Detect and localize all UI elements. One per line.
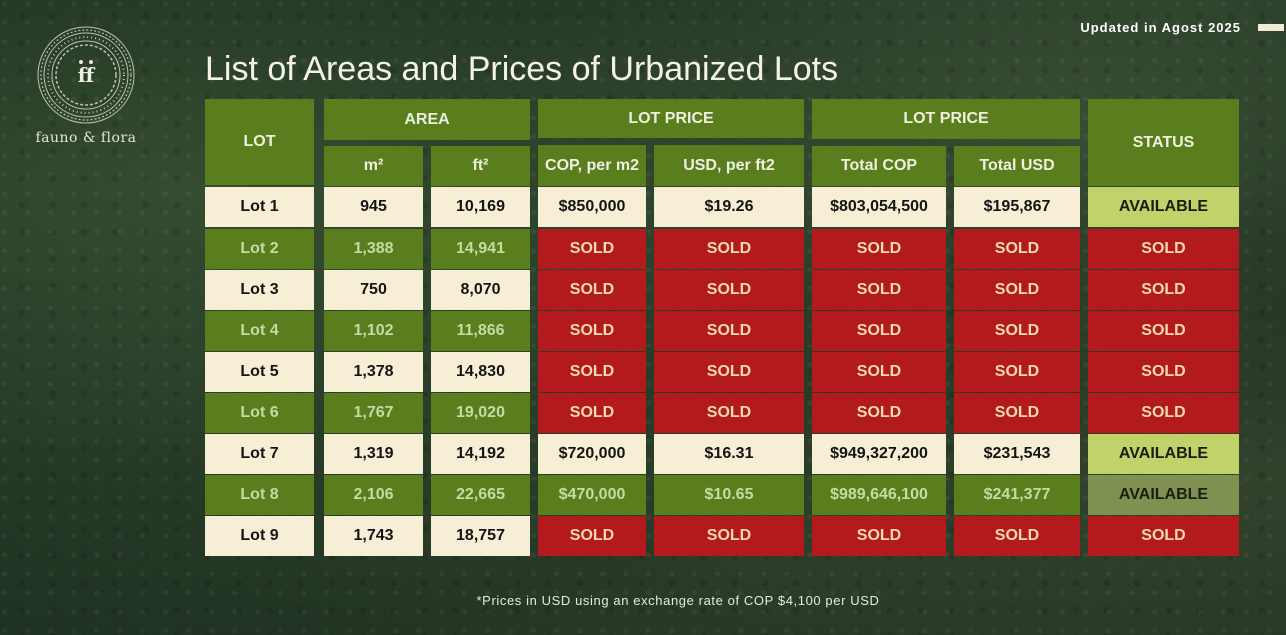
header-lot-price-total: LOT PRICE	[812, 99, 1080, 139]
cell-m2: 1,743	[324, 516, 423, 556]
cell-cop-m2: $850,000	[538, 187, 646, 227]
cell-total-usd: $231,543	[954, 434, 1080, 474]
footnote: *Prices in USD using an exchange rate of…	[476, 593, 880, 608]
cell-total-cop: SOLD	[812, 352, 946, 392]
cell-total-cop: SOLD	[812, 516, 946, 556]
cell-total-usd: SOLD	[954, 352, 1080, 392]
cell-total-usd: SOLD	[954, 516, 1080, 556]
header-total-usd: Total USD	[954, 146, 1080, 186]
cell-total-usd: $241,377	[954, 475, 1080, 515]
cell-cop-m2: SOLD	[538, 352, 646, 392]
header-area: AREA	[324, 99, 530, 140]
cell-lot: Lot 6	[205, 393, 314, 433]
cell-m2: 750	[324, 270, 423, 310]
cell-m2: 2,106	[324, 475, 423, 515]
cell-lot: Lot 5	[205, 352, 314, 392]
cell-status: AVAILABLE	[1088, 187, 1239, 227]
cell-usd-ft2: SOLD	[654, 270, 804, 310]
cell-cop-m2: SOLD	[538, 516, 646, 556]
cell-usd-ft2: SOLD	[654, 311, 804, 351]
cell-total-cop: SOLD	[812, 311, 946, 351]
header-m2: m²	[324, 146, 423, 186]
cell-status: SOLD	[1088, 393, 1239, 433]
cell-cop-m2: SOLD	[538, 229, 646, 269]
header-ft2: ft²	[431, 146, 530, 186]
cell-ft2: 11,866	[431, 311, 530, 351]
decorative-bar	[1258, 24, 1284, 31]
cell-m2: 1,388	[324, 229, 423, 269]
cell-cop-m2: $470,000	[538, 475, 646, 515]
cell-ft2: 14,192	[431, 434, 530, 474]
cell-ft2: 14,830	[431, 352, 530, 392]
brand-logo: ff fauno & flora	[30, 22, 142, 146]
cell-usd-ft2: $10.65	[654, 475, 804, 515]
cell-lot: Lot 4	[205, 311, 314, 351]
cell-total-cop: $803,054,500	[812, 187, 946, 227]
header-status: STATUS	[1088, 99, 1239, 186]
cell-total-usd: SOLD	[954, 229, 1080, 269]
cell-lot: Lot 1	[205, 187, 314, 227]
cell-cop-m2: SOLD	[538, 311, 646, 351]
cell-total-usd: SOLD	[954, 311, 1080, 351]
cell-cop-m2: $720,000	[538, 434, 646, 474]
cell-status: AVAILABLE	[1088, 434, 1239, 474]
cell-ft2: 10,169	[431, 187, 530, 227]
spiral-leaf-icon: ff	[37, 26, 135, 124]
cell-total-cop: $949,327,200	[812, 434, 946, 474]
cell-m2: 1,378	[324, 352, 423, 392]
cell-lot: Lot 8	[205, 475, 314, 515]
cell-total-usd: $195,867	[954, 187, 1080, 227]
svg-text:ff: ff	[78, 63, 96, 87]
cell-status: SOLD	[1088, 311, 1239, 351]
cell-status: SOLD	[1088, 229, 1239, 269]
cell-total-usd: SOLD	[954, 393, 1080, 433]
cell-total-cop: SOLD	[812, 270, 946, 310]
cell-total-cop: SOLD	[812, 393, 946, 433]
cell-usd-ft2: SOLD	[654, 393, 804, 433]
cell-ft2: 18,757	[431, 516, 530, 556]
cell-usd-ft2: $16.31	[654, 434, 804, 474]
cell-lot: Lot 2	[205, 229, 314, 269]
cell-ft2: 8,070	[431, 270, 530, 310]
cell-lot: Lot 7	[205, 434, 314, 474]
cell-status: AVAILABLE	[1088, 475, 1239, 515]
cell-total-cop: SOLD	[812, 229, 946, 269]
cell-usd-ft2: SOLD	[654, 516, 804, 556]
cell-lot: Lot 9	[205, 516, 314, 556]
cell-usd-ft2: SOLD	[654, 229, 804, 269]
cell-total-cop: $989,646,100	[812, 475, 946, 515]
cell-m2: 1,767	[324, 393, 423, 433]
cell-m2: 1,102	[324, 311, 423, 351]
cell-ft2: 14,941	[431, 229, 530, 269]
cell-status: SOLD	[1088, 270, 1239, 310]
cell-usd-ft2: $19.26	[654, 187, 804, 227]
page-title: List of Areas and Prices of Urbanized Lo…	[205, 50, 839, 88]
cell-ft2: 19,020	[431, 393, 530, 433]
cell-status: SOLD	[1088, 352, 1239, 392]
header-lot: LOT	[205, 99, 314, 185]
cell-m2: 1,319	[324, 434, 423, 474]
brand-name: fauno & flora	[35, 130, 137, 146]
cell-m2: 945	[324, 187, 423, 227]
header-total-cop: Total COP	[812, 146, 946, 186]
cell-cop-m2: SOLD	[538, 393, 646, 433]
cell-lot: Lot 3	[205, 270, 314, 310]
cell-cop-m2: SOLD	[538, 270, 646, 310]
cell-usd-ft2: SOLD	[654, 352, 804, 392]
header-cop-per-m2: COP, per m2	[538, 145, 646, 186]
header-lot-price-unit: LOT PRICE	[538, 99, 804, 138]
cell-ft2: 22,665	[431, 475, 530, 515]
header-usd-per-ft2: USD, per ft2	[654, 145, 804, 186]
cell-total-usd: SOLD	[954, 270, 1080, 310]
cell-status: SOLD	[1088, 516, 1239, 556]
updated-date: Updated in Agost 2025	[1080, 20, 1241, 35]
